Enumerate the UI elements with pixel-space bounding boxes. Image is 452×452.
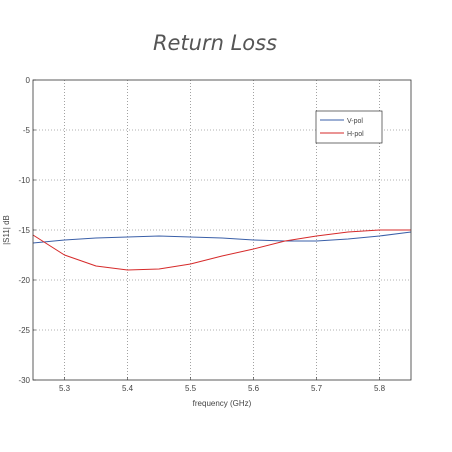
y-tick-label: -25: [18, 326, 30, 335]
chart-title: Return Loss: [153, 31, 277, 55]
x-tick-label: 5.6: [248, 384, 260, 393]
x-tick-label: 5.5: [185, 384, 197, 393]
x-tick-label: 5.7: [311, 384, 323, 393]
x-axis-label: frequency (GHz): [193, 399, 252, 408]
y-tick-label: -5: [23, 126, 31, 135]
series-layer: [32, 229, 412, 271]
x-tick-label: 5.4: [122, 384, 134, 393]
y-tick-label: 0: [26, 76, 31, 85]
plot-frame: [32, 79, 412, 381]
y-tick-label: -30: [18, 376, 30, 385]
y-tick-label: -20: [18, 276, 30, 285]
legend-box: [315, 110, 383, 144]
series-line-v-pol: [32, 231, 412, 244]
legend: V-pol H-pol: [315, 110, 383, 144]
x-tick-labels: 5.3 5.4 5.5 5.6 5.7 5.8: [59, 384, 386, 393]
y-axis-label: |S11| dB: [2, 215, 11, 245]
y-tick-labels: 0 -5 -10 -15 -20 -25 -30: [18, 76, 30, 385]
legend-label-h-pol: H-pol: [347, 131, 364, 138]
y-tick-label: -10: [18, 176, 30, 185]
legend-label-v-pol: V-pol: [347, 118, 363, 125]
x-tick-label: 5.8: [374, 384, 386, 393]
y-tick-label: -15: [18, 226, 30, 235]
series-line-h-pol: [32, 229, 411, 271]
x-tick-label: 5.3: [59, 384, 71, 393]
